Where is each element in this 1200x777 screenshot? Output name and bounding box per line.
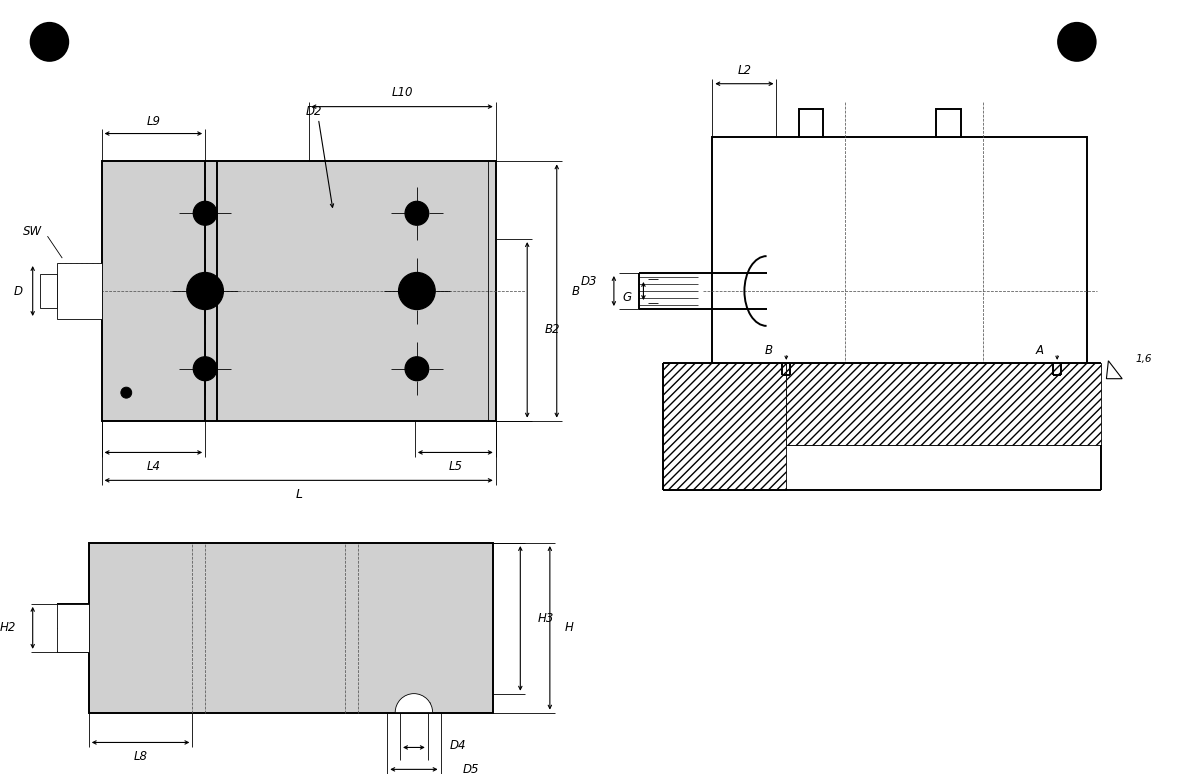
Polygon shape (664, 363, 786, 490)
Text: D3: D3 (581, 274, 598, 287)
Circle shape (193, 201, 217, 225)
Text: SW: SW (23, 225, 42, 238)
Text: L5: L5 (449, 460, 462, 473)
Circle shape (398, 273, 436, 309)
Text: H: H (565, 622, 574, 634)
Polygon shape (786, 363, 1102, 445)
Text: H2: H2 (0, 622, 16, 634)
Bar (58, 604, 89, 652)
Text: C: C (44, 35, 54, 49)
Text: D4: D4 (449, 739, 466, 752)
Text: L10: L10 (391, 86, 413, 99)
Text: L4: L4 (146, 460, 161, 473)
Circle shape (187, 273, 223, 309)
Bar (102, 162, 496, 420)
Bar (58, 263, 102, 319)
Text: D5: D5 (462, 763, 479, 776)
Text: L: L (295, 488, 302, 501)
Text: B: B (764, 344, 773, 357)
Circle shape (31, 23, 68, 61)
Circle shape (193, 357, 217, 381)
Bar (40, 274, 58, 308)
Text: A: A (1036, 344, 1044, 357)
Circle shape (406, 201, 428, 225)
Polygon shape (1106, 361, 1122, 378)
Text: H3: H3 (538, 611, 554, 625)
Bar (89, 543, 493, 713)
Text: L9: L9 (146, 115, 161, 128)
Circle shape (198, 284, 211, 298)
Bar (936, 109, 961, 137)
Text: 1: 1 (1072, 35, 1081, 49)
Wedge shape (395, 694, 433, 713)
Circle shape (410, 284, 424, 298)
Circle shape (1058, 23, 1096, 61)
Text: L2: L2 (738, 64, 751, 77)
Text: D: D (13, 284, 23, 298)
Text: 1,6: 1,6 (1136, 354, 1152, 364)
Text: G: G (623, 291, 631, 305)
Text: B: B (571, 284, 580, 298)
Text: D2: D2 (305, 105, 322, 118)
Bar (798, 109, 823, 137)
Circle shape (406, 357, 428, 381)
Text: B2: B2 (545, 323, 560, 336)
Bar (713, 137, 1087, 445)
Text: L8: L8 (133, 750, 148, 763)
Circle shape (121, 387, 132, 398)
